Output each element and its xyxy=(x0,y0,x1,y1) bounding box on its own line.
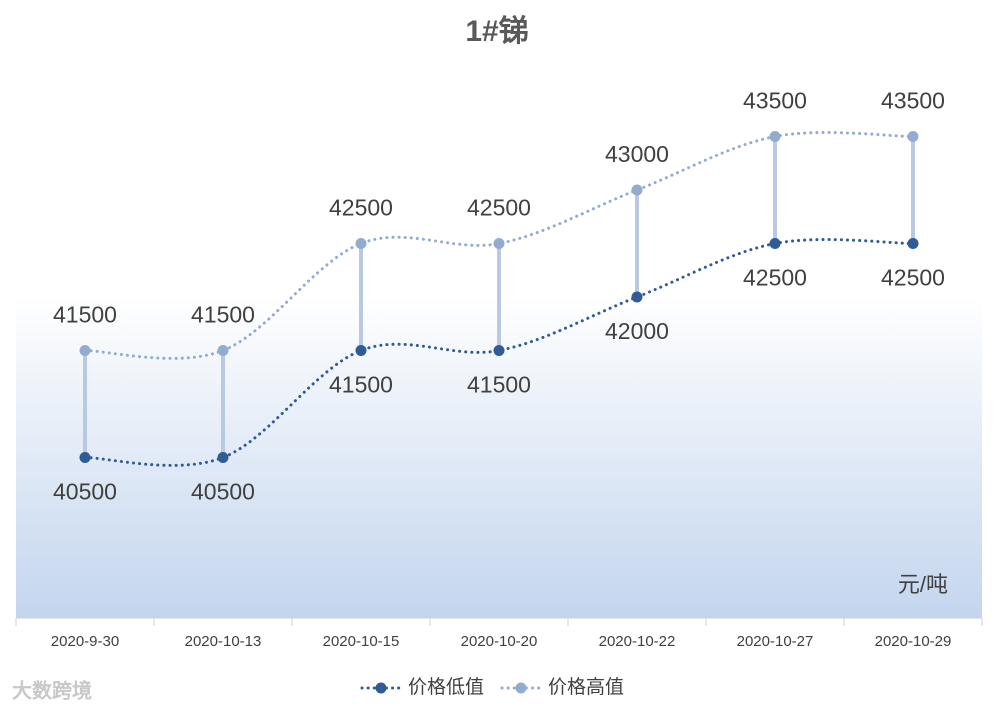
data-label: 43000 xyxy=(605,141,669,167)
data-label: 42500 xyxy=(881,265,945,291)
x-tick-label: 2020-10-22 xyxy=(599,633,676,650)
x-tick-label: 2020-10-20 xyxy=(461,633,538,650)
marker xyxy=(79,452,91,463)
x-tick-label: 2020-10-29 xyxy=(875,633,952,650)
legend-label: 价格高值 xyxy=(548,676,624,698)
data-label: 41500 xyxy=(53,302,117,328)
data-label: 43500 xyxy=(881,88,945,114)
data-label: 40500 xyxy=(191,479,255,505)
unit-label: 元/吨 xyxy=(898,572,948,597)
marker xyxy=(493,238,505,249)
x-tick-label: 2020-10-13 xyxy=(185,633,262,650)
data-label: 42500 xyxy=(743,265,807,291)
x-tick-label: 2020-10-15 xyxy=(323,633,400,650)
x-tick-label: 2020-9-30 xyxy=(51,633,119,650)
marker xyxy=(631,184,643,196)
marker xyxy=(493,345,505,356)
legend-marker xyxy=(515,682,527,694)
chart-title: 1#锑 xyxy=(465,15,528,48)
marker xyxy=(907,131,919,142)
marker xyxy=(355,238,367,249)
data-label: 42500 xyxy=(329,195,393,221)
data-label: 41500 xyxy=(329,372,393,398)
marker xyxy=(217,452,229,463)
marker xyxy=(79,345,91,356)
data-label: 43500 xyxy=(743,88,807,114)
marker xyxy=(907,238,919,249)
data-label: 40500 xyxy=(53,479,117,505)
watermark: 大数跨境 xyxy=(12,678,92,702)
data-label: 41500 xyxy=(467,372,531,398)
marker xyxy=(769,238,781,249)
data-label: 41500 xyxy=(191,302,255,328)
legend-label: 价格低值 xyxy=(408,676,484,698)
data-label: 42500 xyxy=(467,195,531,221)
marker xyxy=(217,345,229,356)
x-tick-label: 2020-10-27 xyxy=(737,633,814,650)
marker xyxy=(769,131,781,142)
legend-marker xyxy=(375,682,387,694)
data-label: 42000 xyxy=(605,318,669,344)
marker xyxy=(631,291,643,303)
marker xyxy=(355,345,367,356)
